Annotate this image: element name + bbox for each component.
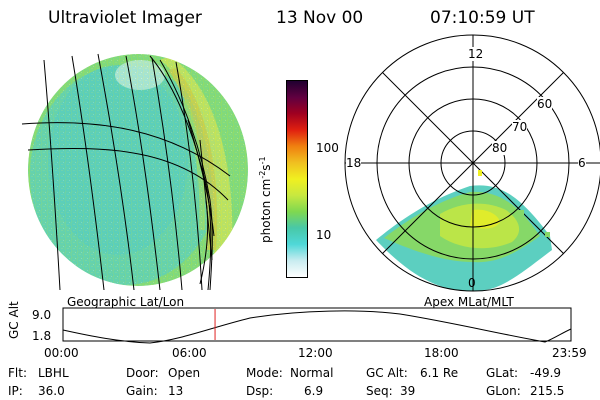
x-tick-1800: 18:00 [424,346,459,360]
mlt-0-label: 0 [468,276,476,290]
flt-value: LBHL [38,366,69,380]
seq-value: 39 [400,384,416,398]
gc-alt-label: GC Alt: [366,366,408,380]
glon-label: GLon: [486,384,521,398]
color-scale-bar [286,80,308,278]
ip-label: IP: [8,384,23,398]
geographic-grid [21,53,231,291]
date-label: 13 Nov 00 [276,8,364,28]
aurora-patch [478,170,482,176]
mlat-70-label: 70 [512,120,528,134]
colorbar-tick-100: 100 [316,141,339,155]
colorbar-tick-10: 10 [316,228,332,242]
dsp-label: Dsp: [246,384,274,398]
mode-value: Normal [290,366,334,380]
mlt-18-label: 18 [346,156,362,170]
mlat-80-label: 80 [492,141,508,155]
polar-grid [344,34,600,292]
seq-label: Seq: [366,384,393,398]
x-tick-0600: 06:00 [172,346,207,360]
glat-value: -49.9 [530,366,562,380]
flt-label: Flt: [8,366,27,380]
gain-label: Gain: [126,384,158,398]
altitude-plot-frame [62,307,572,342]
altitude-ylabel: GC Alt [7,301,21,339]
x-tick-2359: 23:59 [552,346,587,360]
mode-label: Mode: [246,366,283,380]
aurora-patch [545,232,550,237]
mlt-6-label: 6 [578,156,586,170]
altitude-tick-bottom: 1.8 [32,329,52,343]
mlt-12-label: 12 [468,47,484,61]
gain-value: 13 [168,384,184,398]
glat-label: GLat: [486,366,519,380]
glon-value: 215.5 [530,384,565,398]
door-value: Open [168,366,201,380]
door-label: Door: [126,366,159,380]
x-tick-0000: 00:00 [44,346,79,360]
gc-alt-value: 6.1 Re [420,366,459,380]
mlat-60-label: 60 [537,97,553,111]
x-tick-1200: 12:00 [298,346,333,360]
apex-caption: Apex MLat/MLT [424,295,514,309]
time-label: 07:10:59 UT [430,8,535,28]
ip-value: 36.0 [38,384,65,398]
aurora-patch [518,210,524,215]
altitude-tick-top: 9.0 [32,308,52,322]
app-title: Ultraviolet Imager [48,8,202,28]
geographic-caption: Geographic Lat/Lon [67,295,185,309]
dsp-value: 6.9 [304,384,324,398]
altitude-curve [62,310,572,344]
